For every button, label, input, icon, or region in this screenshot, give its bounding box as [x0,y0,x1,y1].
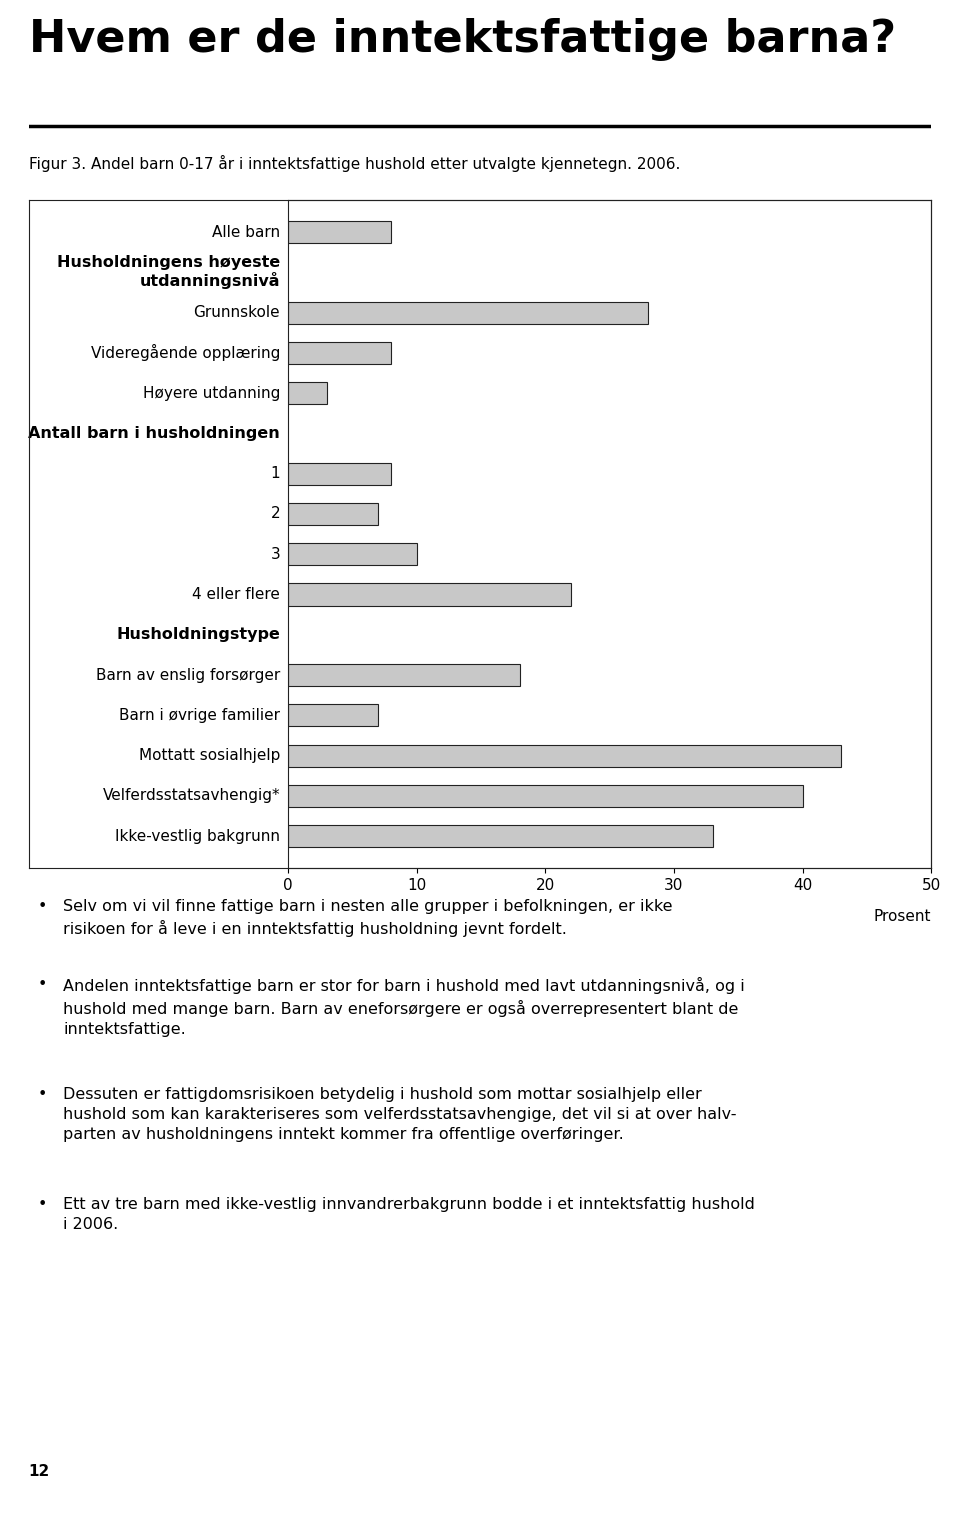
Text: Ikke-vestlig bakgrunn: Ikke-vestlig bakgrunn [115,828,280,844]
Text: Mottatt sosialhjelp: Mottatt sosialhjelp [139,749,280,764]
Text: Antall barn i husholdningen: Antall barn i husholdningen [29,426,280,441]
Bar [288,543,417,566]
Text: 4 eller flere: 4 eller flere [192,587,280,603]
Text: 1: 1 [271,466,280,481]
Text: •: • [37,899,47,915]
Text: Høyere utdanning: Høyere utdanning [143,386,280,401]
Text: Selv om vi vil finne fattige barn i nesten alle grupper i befolkningen, er ikke
: Selv om vi vil finne fattige barn i nest… [63,899,673,936]
Text: 2: 2 [271,507,280,521]
Text: Husholdningens høyeste
utdanningsnivå: Husholdningens høyeste utdanningsnivå [57,255,280,289]
Bar [288,825,712,847]
Text: Velferdsstatsavhengig*: Velferdsstatsavhengig* [103,788,280,804]
Bar [288,664,519,686]
Bar [288,785,803,807]
Bar [288,463,391,484]
Bar [288,301,648,324]
Text: Prosent: Prosent [874,908,931,924]
Bar [288,704,378,727]
Text: Dessuten er fattigdomsrisikoen betydelig i hushold som mottar sosialhjelp eller
: Dessuten er fattigdomsrisikoen betydelig… [63,1087,736,1142]
Text: Barn av enslig forsørger: Barn av enslig forsørger [96,667,280,682]
Bar [288,221,391,243]
Text: Grunnskole: Grunnskole [194,304,280,320]
Bar [288,503,378,526]
Text: Alle barn: Alle barn [212,224,280,240]
Text: Ett av tre barn med ikke-vestlig innvandrerbakgrunn bodde i et inntektsfattig hu: Ett av tre barn med ikke-vestlig innvand… [63,1197,755,1231]
Bar [288,383,326,404]
Text: •: • [37,1197,47,1213]
Bar [288,584,571,606]
Text: Husholdningstype: Husholdningstype [116,627,280,642]
Text: Barn i øvrige familier: Barn i øvrige familier [119,709,280,722]
Text: Videregående opplæring: Videregående opplæring [91,344,280,361]
Text: Figur 3. Andel barn 0-17 år i inntektsfattige hushold etter utvalgte kjennetegn.: Figur 3. Andel barn 0-17 år i inntektsfa… [29,155,681,172]
Bar [288,744,841,767]
Text: 3: 3 [271,547,280,561]
Text: •: • [37,1087,47,1102]
Text: 12: 12 [29,1463,50,1479]
Bar [288,341,391,364]
Text: Hvem er de inntektsfattige barna?: Hvem er de inntektsfattige barna? [29,18,896,61]
Text: Andelen inntektsfattige barn er stor for barn i hushold med lavt utdanningsnivå,: Andelen inntektsfattige barn er stor for… [63,978,745,1037]
Text: •: • [37,978,47,993]
